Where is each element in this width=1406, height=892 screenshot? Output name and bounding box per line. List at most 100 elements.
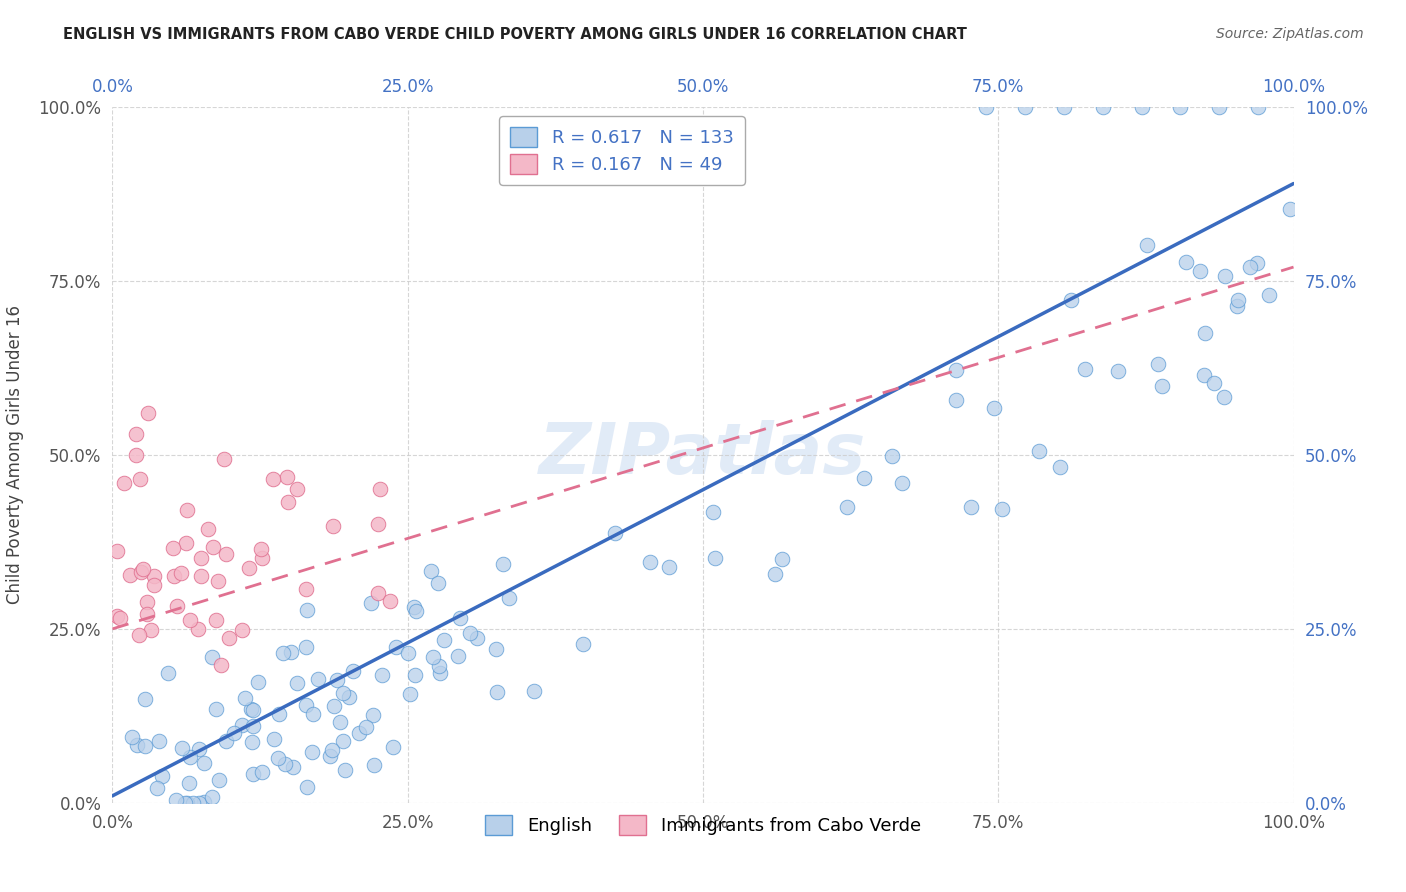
Point: [1074, 362, 1097, 376]
Point: [285, 675, 308, 690]
Text: Source: ZipAtlas.com: Source: ZipAtlas.com: [1216, 27, 1364, 41]
Point: [179, 614, 201, 628]
Point: [190, 568, 212, 582]
Point: [125, 448, 148, 462]
Point: [1213, 269, 1236, 284]
Point: [141, 623, 163, 637]
Point: [427, 658, 450, 673]
Point: [332, 734, 354, 748]
Point: [176, 503, 198, 517]
Point: [426, 576, 449, 591]
Point: [271, 646, 294, 660]
Point: [396, 646, 419, 660]
Point: [301, 745, 323, 759]
Point: [498, 591, 520, 606]
Point: [378, 594, 401, 608]
Point: [342, 664, 364, 678]
Point: [127, 738, 149, 752]
Point: [404, 667, 426, 681]
Point: [371, 667, 394, 681]
Point: [276, 470, 298, 484]
Point: [1188, 264, 1211, 278]
Point: [398, 688, 420, 702]
Point: [449, 610, 471, 624]
Point: [201, 541, 224, 555]
Point: [274, 756, 297, 771]
Point: [193, 756, 215, 771]
Point: [1239, 260, 1261, 274]
Text: ENGLISH VS IMMIGRANTS FROM CABO VERDE CHILD POVERTY AMONG GIRLS UNDER 16 CORRELA: ENGLISH VS IMMIGRANTS FROM CABO VERDE CH…: [63, 27, 967, 42]
Point: [240, 734, 263, 748]
Point: [163, 569, 186, 583]
Point: [465, 631, 488, 645]
Point: [209, 657, 232, 672]
Point: [891, 476, 914, 491]
Point: [1226, 299, 1249, 313]
Point: [1028, 444, 1050, 458]
Point: [142, 577, 165, 591]
Point: [128, 473, 150, 487]
Point: [187, 742, 209, 756]
Point: [307, 672, 329, 686]
Point: [1170, 100, 1192, 114]
Point: [174, 535, 197, 549]
Point: [322, 519, 344, 533]
Point: [277, 495, 299, 509]
Point: [218, 631, 240, 645]
Point: [136, 607, 159, 621]
Point: [187, 622, 209, 636]
Point: [188, 796, 211, 810]
Point: [148, 733, 170, 747]
Point: [367, 517, 389, 532]
Point: [1194, 326, 1216, 340]
Point: [1247, 100, 1270, 114]
Point: [976, 100, 998, 114]
Point: [361, 708, 384, 723]
Point: [132, 562, 155, 576]
Point: [335, 763, 357, 777]
Point: [165, 793, 187, 807]
Point: [1147, 357, 1170, 371]
Point: [458, 625, 481, 640]
Point: [363, 758, 385, 772]
Point: [107, 544, 129, 558]
Point: [572, 637, 595, 651]
Point: [337, 690, 360, 704]
Point: [347, 726, 370, 740]
Point: [770, 552, 793, 566]
Point: [1279, 202, 1302, 217]
Point: [837, 500, 859, 515]
Point: [134, 739, 156, 753]
Point: [1192, 368, 1215, 383]
Point: [983, 401, 1005, 415]
Point: [197, 523, 219, 537]
Point: [991, 502, 1014, 516]
Point: [267, 706, 290, 721]
Point: [702, 505, 724, 519]
Point: [1258, 287, 1281, 301]
Point: [329, 714, 352, 729]
Point: [128, 628, 150, 642]
Point: [638, 555, 661, 569]
Point: [280, 645, 302, 659]
Point: [190, 550, 212, 565]
Point: [112, 475, 135, 490]
Point: [763, 567, 786, 582]
Point: [174, 796, 197, 810]
Point: [238, 560, 260, 574]
Point: [491, 558, 513, 572]
Point: [382, 740, 405, 755]
Point: [134, 692, 156, 706]
Point: [294, 582, 316, 596]
Point: [247, 675, 270, 690]
Point: [486, 685, 509, 699]
Point: [239, 701, 262, 715]
Point: [170, 566, 193, 580]
Point: [1212, 391, 1234, 405]
Point: [242, 767, 264, 781]
Point: [360, 596, 382, 610]
Point: [405, 604, 427, 618]
Point: [368, 482, 391, 496]
Point: [1049, 460, 1071, 475]
Point: [250, 541, 273, 556]
